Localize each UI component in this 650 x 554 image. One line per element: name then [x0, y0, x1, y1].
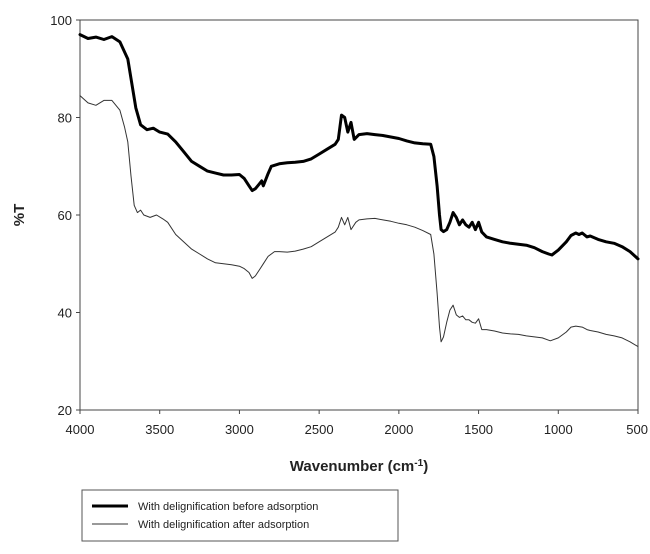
x-axis-title-main: Wavenumber (cm	[290, 458, 414, 475]
y-tick-label: 20	[58, 403, 72, 418]
x-axis-ticks: 4000 3500 3000 2500 2000 1500 1000 500	[66, 410, 648, 437]
legend-box	[81, 489, 399, 542]
legend: With delignification before adsorption Wi…	[81, 489, 399, 542]
series-line-1	[78, 33, 640, 261]
series-line-2	[79, 95, 639, 348]
x-tick-label: 4000	[66, 422, 95, 437]
legend-label-1: With delignification before adsorption	[138, 501, 318, 513]
y-axis-title: %T	[11, 204, 28, 227]
x-tick-label: 500	[626, 422, 648, 437]
x-tick-label: 3500	[145, 422, 174, 437]
legend-label-2: With delignification after adsorption	[138, 519, 309, 531]
y-tick-label: 100	[50, 13, 72, 28]
y-tick-label: 40	[58, 306, 72, 321]
y-tick-label: 80	[58, 111, 72, 126]
x-axis-title-superscript: -1	[414, 458, 423, 469]
x-tick-label: 1000	[544, 422, 573, 437]
plot-area-border	[79, 19, 639, 411]
x-tick-label: 2000	[384, 422, 413, 437]
x-axis-title: Wavenumber (cm-1)	[290, 458, 428, 476]
x-tick-label: 2500	[305, 422, 334, 437]
x-tick-label: 3000	[225, 422, 254, 437]
series-lines	[78, 33, 640, 348]
x-tick-label: 1500	[464, 422, 493, 437]
x-axis-title-suffix: )	[423, 458, 428, 475]
y-tick-label: 60	[58, 208, 72, 223]
y-axis-ticks: 20 40 60 80 100	[50, 13, 80, 418]
plot-frame	[79, 19, 639, 411]
